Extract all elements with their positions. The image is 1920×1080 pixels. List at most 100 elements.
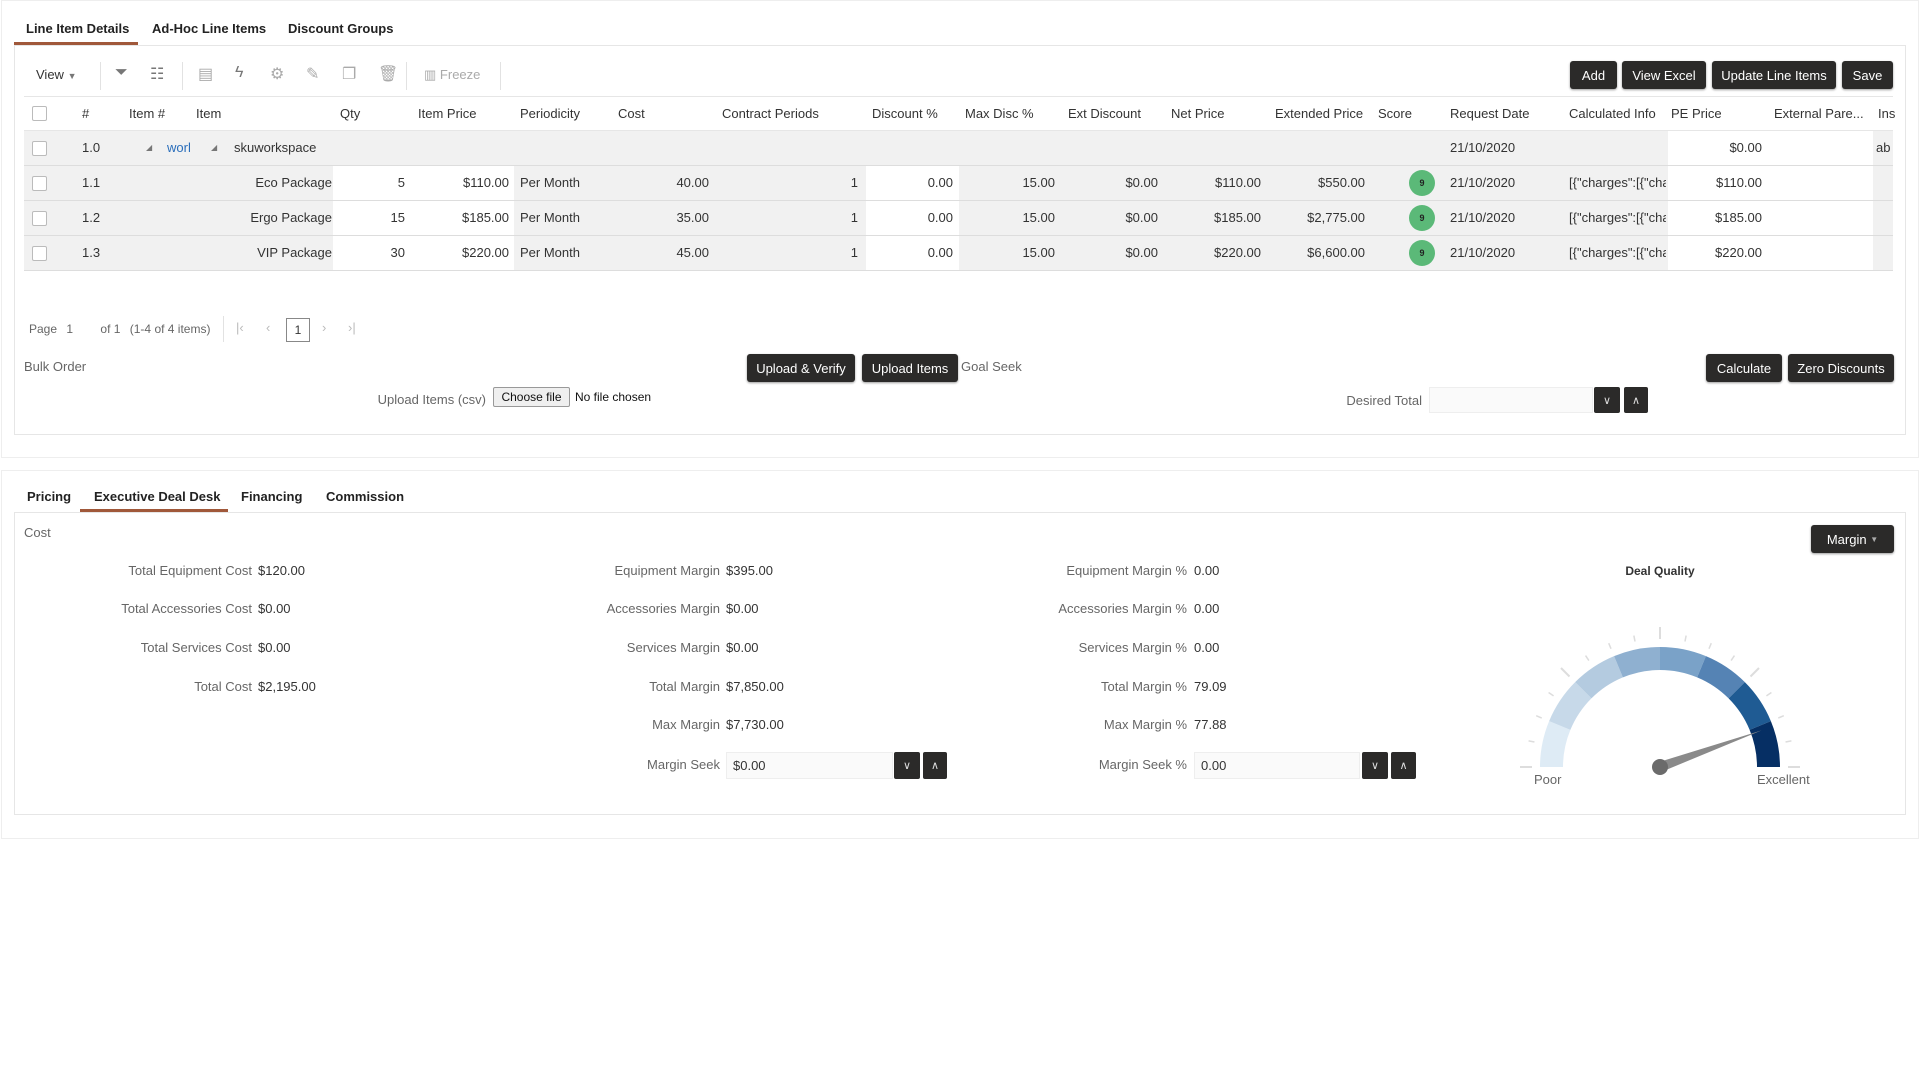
zero-discounts-button[interactable]: Zero Discounts	[1788, 354, 1894, 382]
freeze-button[interactable]: ▥ Freeze	[424, 67, 480, 83]
gear-icon[interactable]: ⚙	[270, 66, 285, 83]
flash-add-icon[interactable]: ϟ	[235, 64, 244, 81]
column-header[interactable]: External Pare...	[1774, 106, 1864, 121]
deal-desk-panel	[14, 512, 1906, 815]
tab-discount-groups[interactable]: Discount Groups	[288, 21, 394, 36]
current-page-box[interactable]: 1	[286, 318, 310, 342]
collapse-icon[interactable]: ◢	[211, 143, 218, 152]
margin-seek-pct-increment[interactable]: ∧	[1391, 752, 1416, 779]
view-excel-button[interactable]: View Excel	[1622, 61, 1706, 89]
pencil-icon[interactable]: ✎	[306, 66, 320, 83]
column-header[interactable]: Qty	[340, 106, 361, 121]
tab-commission[interactable]: Commission	[326, 489, 405, 504]
margin-seek-pct-decrement[interactable]: ∨	[1362, 752, 1388, 779]
margin-dropdown[interactable]: Margin ▼	[1811, 525, 1894, 553]
column-header[interactable]: Cost	[618, 106, 645, 121]
gauge-tick	[1535, 715, 1543, 719]
margin-pct-value: 0.00	[1194, 640, 1220, 655]
calculate-button[interactable]: Calculate	[1706, 354, 1782, 382]
divider	[223, 316, 224, 342]
column-header[interactable]: Item	[196, 106, 222, 121]
margin-seek-pct-input[interactable]: 0.00	[1194, 752, 1360, 779]
decrement-button[interactable]: ∨	[1594, 387, 1620, 413]
increment-button[interactable]: ∧	[1624, 387, 1648, 413]
gauge-segment	[1697, 656, 1745, 699]
cost-value: $0.00	[258, 601, 291, 616]
table-row-parent[interactable]: 1.0 ◢ worl ◢ skuworkspace 21/10/2020 $0.00 ab	[24, 131, 1893, 166]
column-header[interactable]: Max Disc %	[965, 106, 1034, 121]
upload-verify-button[interactable]: Upload & Verify	[747, 354, 855, 382]
ext-discount: $0.00	[1125, 175, 1158, 190]
cost-section-title: Cost	[24, 525, 51, 540]
column-header[interactable]: Ins	[1878, 106, 1896, 121]
filter-list-icon[interactable]: ☷	[150, 66, 165, 83]
column-header[interactable]: Discount %	[872, 106, 938, 121]
column-header[interactable]: Contract Periods	[722, 106, 819, 121]
periodicity: Per Month	[520, 210, 580, 225]
margin-seek-increment[interactable]: ∧	[923, 752, 947, 779]
column-header[interactable]: Score	[1378, 106, 1412, 121]
column-header[interactable]: Net Price	[1171, 106, 1225, 121]
margin-seek-decrement[interactable]: ∨	[894, 752, 920, 779]
caret-down-icon: ▼	[1870, 534, 1879, 544]
add-button[interactable]: Add	[1570, 61, 1617, 89]
prev-page-icon[interactable]: ‹	[266, 320, 271, 335]
row-checkbox[interactable]	[32, 176, 47, 191]
choose-file-button[interactable]: Choose file	[493, 387, 570, 407]
save-button[interactable]: Save	[1842, 61, 1893, 89]
column-header[interactable]: Request Date	[1450, 106, 1530, 121]
column-header[interactable]: #	[82, 106, 90, 121]
table-row[interactable]: 1.3 VIP Package 30 $220.00 Per Month 45.00 1 0.…	[24, 236, 1893, 271]
cost-label: Total Cost	[194, 679, 252, 694]
ins-value: ab	[1876, 140, 1891, 155]
gauge-tick	[1684, 635, 1687, 642]
desired-total-input[interactable]	[1429, 387, 1593, 413]
upload-items-button[interactable]: Upload Items	[862, 354, 958, 382]
table-row[interactable]: 1.1 Eco Package 5 $110.00 Per Month 40.00 1 0.0…	[24, 166, 1893, 201]
cost-label: Total Accessories Cost	[121, 601, 252, 616]
column-header[interactable]: Ext Discount	[1068, 106, 1141, 121]
cell-background	[1668, 201, 1873, 235]
first-page-icon[interactable]: |‹	[236, 320, 244, 335]
tab-executive-deal-desk[interactable]: Executive Deal Desk	[94, 489, 221, 504]
cost-label: Total Equipment Cost	[128, 563, 252, 578]
extended-price: $2,775.00	[1307, 210, 1365, 225]
column-header[interactable]: Periodicity	[520, 106, 580, 121]
extended-price: $6,600.00	[1307, 245, 1365, 260]
select-all-checkbox[interactable]	[32, 106, 47, 121]
row-number: 1.0	[82, 140, 101, 155]
item-price: $110.00	[462, 175, 509, 190]
next-page-icon[interactable]: ›	[322, 320, 327, 335]
item-number-link[interactable]: worl	[167, 140, 191, 155]
tab-line-item-details[interactable]: Line Item Details	[26, 21, 130, 36]
export-icon[interactable]: ▤	[198, 66, 214, 83]
cost-label: Total Services Cost	[140, 640, 252, 655]
column-header[interactable]: Item #	[129, 106, 166, 121]
tab-financing[interactable]: Financing	[241, 489, 303, 504]
copy-icon[interactable]: ❐	[342, 66, 357, 83]
cost: 35.00	[676, 210, 709, 225]
column-header[interactable]: Extended Price	[1275, 106, 1364, 121]
view-menu[interactable]: View ▼	[36, 67, 77, 82]
row-checkbox[interactable]	[32, 246, 47, 261]
goal-seek-title: Goal Seek	[961, 359, 1022, 374]
trash-icon[interactable]: 🗑	[378, 66, 399, 83]
tab-ad-hoc-line-items[interactable]: Ad-Hoc Line Items	[152, 21, 267, 36]
row-checkbox[interactable]	[32, 211, 47, 226]
last-page-icon[interactable]: ›|	[348, 320, 356, 335]
column-header[interactable]: Item Price	[418, 106, 477, 121]
request-date: 21/10/2020	[1450, 175, 1516, 190]
margin-seek-input[interactable]: $0.00	[726, 752, 893, 779]
tab-pricing[interactable]: Pricing	[27, 489, 72, 504]
column-header[interactable]: Calculated Info	[1569, 106, 1656, 121]
gauge-min-label: Poor	[1534, 772, 1562, 787]
update-line-items-button[interactable]: Update Line Items	[1712, 61, 1836, 89]
column-header[interactable]: PE Price	[1671, 106, 1722, 121]
table-row[interactable]: 1.2 Ergo Package 15 $185.00 Per Month 35.00 1 0…	[24, 201, 1893, 236]
gauge-tick	[1777, 715, 1785, 719]
filter-icon[interactable]: ⏷	[115, 64, 128, 81]
collapse-icon[interactable]: ◢	[146, 143, 153, 152]
bulk-order-title: Bulk Order	[24, 359, 87, 374]
item-name: skuworkspace	[234, 140, 317, 155]
row-checkbox[interactable]	[32, 141, 47, 156]
